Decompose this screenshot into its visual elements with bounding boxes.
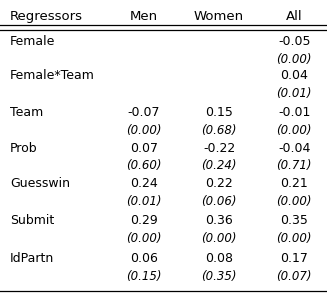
Text: Prob: Prob (10, 142, 37, 155)
Text: (0.15): (0.15) (126, 270, 162, 283)
Text: (0.60): (0.60) (126, 159, 162, 172)
Text: 0.24: 0.24 (130, 177, 158, 190)
Text: (0.07): (0.07) (277, 270, 312, 283)
Text: Regressors: Regressors (10, 10, 83, 23)
Text: (0.00): (0.00) (277, 232, 312, 245)
Text: 0.06: 0.06 (130, 252, 158, 265)
Text: 0.08: 0.08 (205, 252, 233, 265)
Text: Submit: Submit (10, 214, 54, 227)
Text: -0.01: -0.01 (278, 106, 311, 119)
Text: 0.04: 0.04 (280, 69, 308, 82)
Text: 0.15: 0.15 (205, 106, 233, 119)
Text: (0.00): (0.00) (201, 232, 237, 245)
Text: 0.36: 0.36 (205, 214, 233, 227)
Text: (0.68): (0.68) (201, 124, 237, 137)
Text: 0.22: 0.22 (205, 177, 233, 190)
Text: (0.00): (0.00) (277, 195, 312, 208)
Text: -0.07: -0.07 (128, 106, 160, 119)
Text: Men: Men (130, 10, 158, 23)
Text: (0.00): (0.00) (277, 124, 312, 137)
Text: (0.71): (0.71) (277, 159, 312, 172)
Text: Women: Women (194, 10, 244, 23)
Text: Team: Team (10, 106, 43, 119)
Text: -0.04: -0.04 (278, 142, 311, 155)
Text: (0.06): (0.06) (201, 195, 237, 208)
Text: (0.00): (0.00) (126, 232, 162, 245)
Text: Guesswin: Guesswin (10, 177, 70, 190)
Text: (0.24): (0.24) (201, 159, 237, 172)
Text: 0.29: 0.29 (130, 214, 158, 227)
Text: 0.07: 0.07 (130, 142, 158, 155)
Text: (0.00): (0.00) (277, 53, 312, 66)
Text: (0.00): (0.00) (126, 124, 162, 137)
Text: All: All (286, 10, 302, 23)
Text: Female: Female (10, 35, 55, 48)
Text: -0.05: -0.05 (278, 35, 311, 48)
Text: (0.01): (0.01) (126, 195, 162, 208)
Text: IdPartn: IdPartn (10, 252, 54, 265)
Text: -0.22: -0.22 (203, 142, 235, 155)
Text: Female*Team: Female*Team (10, 69, 95, 82)
Text: 0.21: 0.21 (281, 177, 308, 190)
Text: (0.01): (0.01) (277, 87, 312, 100)
Text: 0.35: 0.35 (280, 214, 308, 227)
Text: 0.17: 0.17 (280, 252, 308, 265)
Text: (0.35): (0.35) (201, 270, 237, 283)
